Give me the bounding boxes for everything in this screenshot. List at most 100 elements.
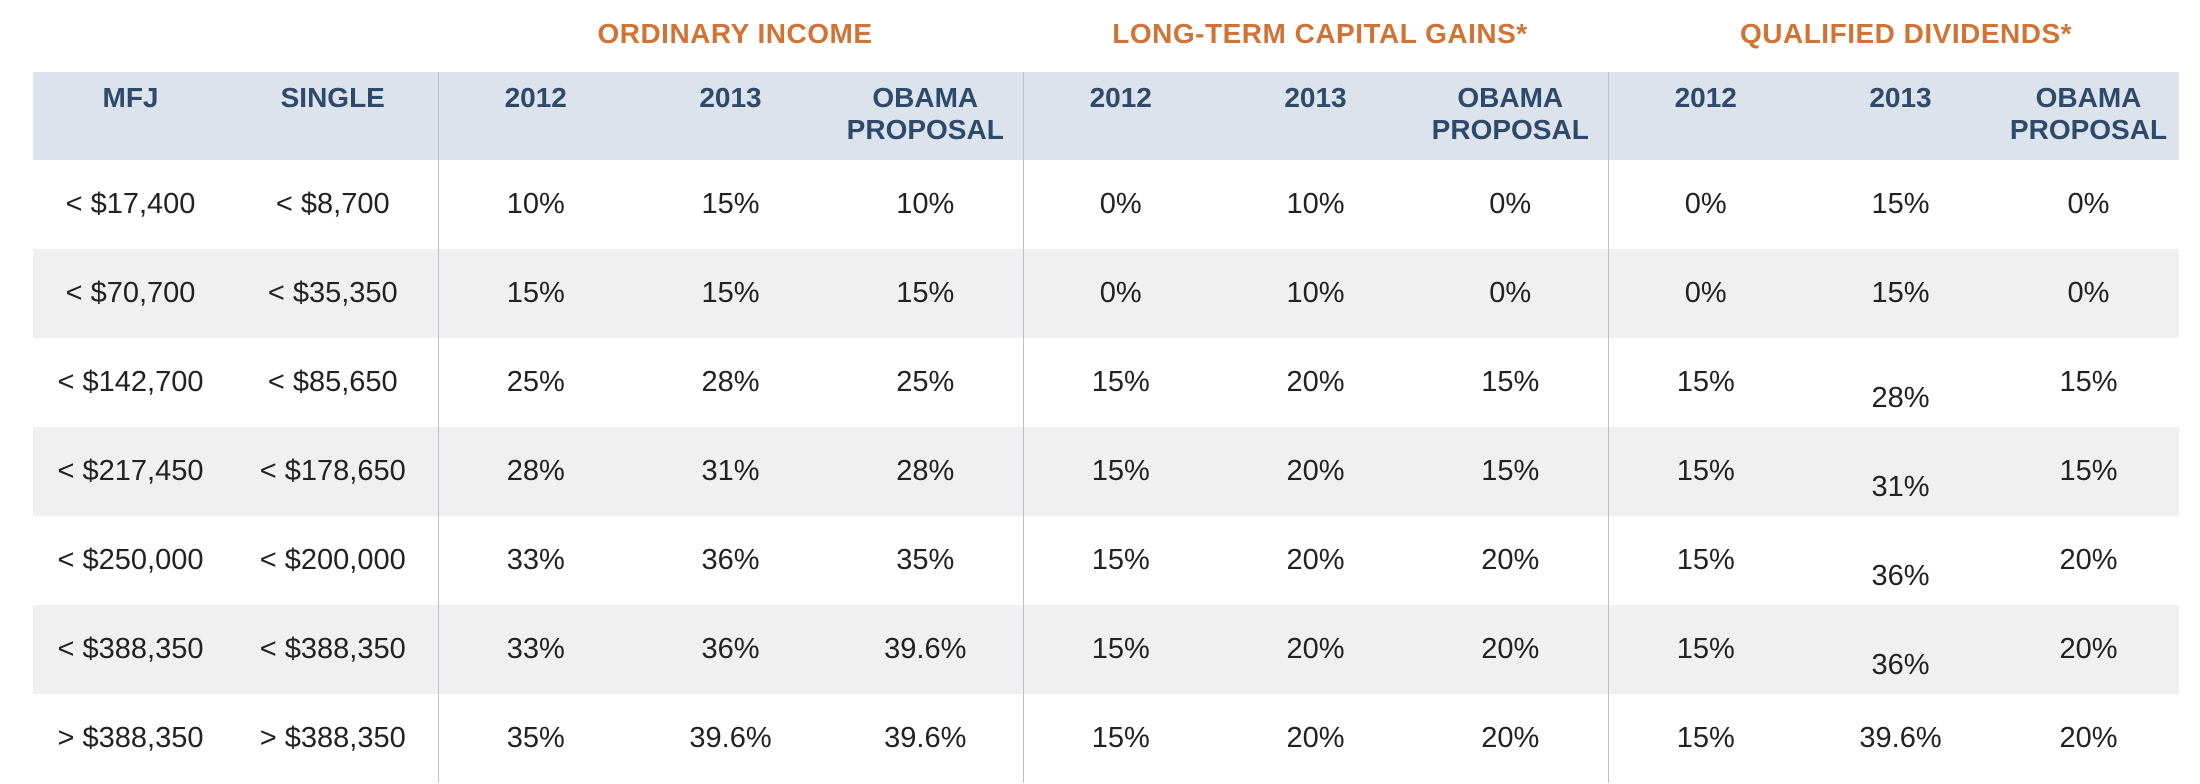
cell-mfj: < $217,450 xyxy=(57,455,204,487)
cell-ordinary-obama: 35% xyxy=(896,544,955,576)
cell-single: > $388,350 xyxy=(259,722,406,754)
cell-single: < $85,650 xyxy=(267,366,398,398)
cell-capital-gains-2012: 15% xyxy=(1022,338,1218,427)
cell-ordinary-obama: 15% xyxy=(896,277,955,309)
cell-dividends-2012: 0% xyxy=(1607,249,1803,338)
column-header-capital-gains-2013: 2013 xyxy=(1284,82,1347,113)
cell-ordinary-2013: 36% xyxy=(701,633,760,665)
cell-capital-gains-2012: 15% xyxy=(1022,694,1218,783)
cell-dividends-2012: 15% xyxy=(1607,516,1803,605)
column-header-dividends-2012: 2012 xyxy=(1607,72,1803,160)
table-row: > $388,350 > $388,350 35% 39.6% 39.6% 15… xyxy=(33,694,2179,783)
cell-dividends-2013: 15% xyxy=(1871,277,1930,309)
cell-ordinary-2013: 28% xyxy=(701,366,760,398)
cell-ordinary-2012: 35% xyxy=(437,694,633,783)
cell-dividends-2013: 15% xyxy=(1871,188,1930,220)
table-row: < $70,700 < $35,350 15% 15% 15% 0% 10% 0… xyxy=(33,249,2179,338)
cell-dividends-obama: 0% xyxy=(2067,277,2110,309)
column-header-mfj: MFJ xyxy=(102,82,159,113)
column-header-dividends-2013: 2013 xyxy=(1869,82,1932,113)
column-header-capital-gains-obama-proposal: OBAMA PROPOSAL xyxy=(1431,82,1589,145)
cell-ordinary-2012: 33% xyxy=(437,605,633,694)
group-header-ordinary-income: ORDINARY INCOME xyxy=(597,18,873,49)
group-header-long-term-capital-gains: LONG-TERM CAPITAL GAINS* xyxy=(1112,18,1528,49)
table-row: < $250,000 < $200,000 33% 36% 35% 15% 20… xyxy=(33,516,2179,605)
cell-dividends-2013: 28% xyxy=(1803,338,1998,427)
column-header-ordinary-obama-proposal: OBAMA PROPOSAL xyxy=(846,82,1004,145)
cell-dividends-2012: 15% xyxy=(1607,338,1803,427)
cell-single: < $35,350 xyxy=(267,277,398,309)
cell-dividends-2012: 15% xyxy=(1607,605,1803,694)
cell-capital-gains-obama: 15% xyxy=(1481,366,1540,398)
cell-dividends-2012: 0% xyxy=(1607,160,1803,249)
cell-dividends-2013: 36% xyxy=(1803,605,1998,694)
cell-ordinary-obama: 39.6% xyxy=(884,722,967,754)
table-row: < $17,400 < $8,700 10% 15% 10% 0% 10% 0%… xyxy=(33,160,2179,249)
cell-dividends-obama: 15% xyxy=(2059,366,2118,398)
cell-dividends-obama: 20% xyxy=(2059,544,2118,576)
cell-ordinary-2012: 33% xyxy=(437,516,633,605)
column-header-single: SINGLE xyxy=(280,82,385,113)
cell-capital-gains-obama: 20% xyxy=(1481,544,1540,576)
cell-dividends-2013-value: 31% xyxy=(1871,471,1930,503)
cell-dividends-2012: 15% xyxy=(1607,427,1803,516)
column-header-capital-gains-2012: 2012 xyxy=(1022,72,1218,160)
cell-mfj: < $250,000 xyxy=(57,544,204,576)
cell-dividends-2013: 36% xyxy=(1803,516,1998,605)
cell-dividends-2012: 15% xyxy=(1607,694,1803,783)
cell-dividends-2013-value: 36% xyxy=(1871,649,1930,681)
cell-capital-gains-2013: 10% xyxy=(1286,277,1345,309)
cell-ordinary-2012: 25% xyxy=(437,338,633,427)
cell-capital-gains-2013: 20% xyxy=(1286,455,1345,487)
cell-capital-gains-obama: 20% xyxy=(1481,633,1540,665)
cell-ordinary-2012: 10% xyxy=(437,160,633,249)
cell-ordinary-2012: 15% xyxy=(437,249,633,338)
cell-ordinary-2013: 39.6% xyxy=(689,722,772,754)
cell-mfj: < $142,700 xyxy=(57,366,204,398)
cell-single: < $200,000 xyxy=(259,544,406,576)
table-row: < $142,700 < $85,650 25% 28% 25% 15% 20%… xyxy=(33,338,2179,427)
cell-dividends-obama: 0% xyxy=(2067,188,2110,220)
table-header-row: MFJ SINGLE 2012 2013 OBAMA PROPOSAL 2012… xyxy=(33,72,2179,160)
cell-capital-gains-2012: 15% xyxy=(1022,427,1218,516)
cell-dividends-obama: 15% xyxy=(2059,455,2118,487)
cell-capital-gains-2013: 20% xyxy=(1286,633,1345,665)
cell-capital-gains-obama: 20% xyxy=(1481,722,1540,754)
cell-ordinary-obama: 39.6% xyxy=(884,633,967,665)
cell-dividends-2013-value: 28% xyxy=(1871,382,1930,414)
cell-ordinary-obama: 10% xyxy=(896,188,955,220)
tax-rate-table: MFJ SINGLE 2012 2013 OBAMA PROPOSAL 2012… xyxy=(33,72,2179,783)
cell-capital-gains-2013: 10% xyxy=(1286,188,1345,220)
cell-capital-gains-2012: 0% xyxy=(1022,249,1218,338)
cell-capital-gains-2013: 20% xyxy=(1286,366,1345,398)
cell-single: < $388,350 xyxy=(259,633,406,665)
cell-capital-gains-2013: 20% xyxy=(1286,544,1345,576)
cell-ordinary-2013: 31% xyxy=(701,455,760,487)
cell-dividends-obama: 20% xyxy=(2059,633,2118,665)
cell-ordinary-obama: 25% xyxy=(896,366,955,398)
cell-capital-gains-2012: 15% xyxy=(1022,605,1218,694)
cell-mfj: < $388,350 xyxy=(57,633,204,665)
cell-dividends-2013: 31% xyxy=(1803,427,1998,516)
cell-dividends-2013-value: 36% xyxy=(1871,560,1930,592)
cell-ordinary-2013: 15% xyxy=(701,277,760,309)
cell-ordinary-2012: 28% xyxy=(437,427,633,516)
cell-ordinary-obama: 28% xyxy=(896,455,955,487)
column-header-dividends-obama-proposal: OBAMA PROPOSAL xyxy=(2009,82,2168,145)
cell-mfj: > $388,350 xyxy=(57,722,204,754)
cell-capital-gains-2012: 0% xyxy=(1022,160,1218,249)
cell-dividends-2013: 39.6% xyxy=(1859,722,1942,754)
cell-single: < $8,700 xyxy=(275,188,390,220)
cell-mfj: < $70,700 xyxy=(65,277,196,309)
cell-capital-gains-obama: 0% xyxy=(1489,188,1532,220)
cell-dividends-obama: 20% xyxy=(2059,722,2118,754)
column-header-ordinary-2012: 2012 xyxy=(437,72,633,160)
cell-capital-gains-obama: 0% xyxy=(1489,277,1532,309)
table-row: < $217,450 < $178,650 28% 31% 28% 15% 20… xyxy=(33,427,2179,516)
cell-single: < $178,650 xyxy=(259,455,406,487)
cell-ordinary-2013: 15% xyxy=(701,188,760,220)
cell-capital-gains-2012: 15% xyxy=(1022,516,1218,605)
cell-capital-gains-2013: 20% xyxy=(1286,722,1345,754)
group-header-qualified-dividends: QUALIFIED DIVIDENDS* xyxy=(1739,18,2073,49)
cell-ordinary-2013: 36% xyxy=(701,544,760,576)
